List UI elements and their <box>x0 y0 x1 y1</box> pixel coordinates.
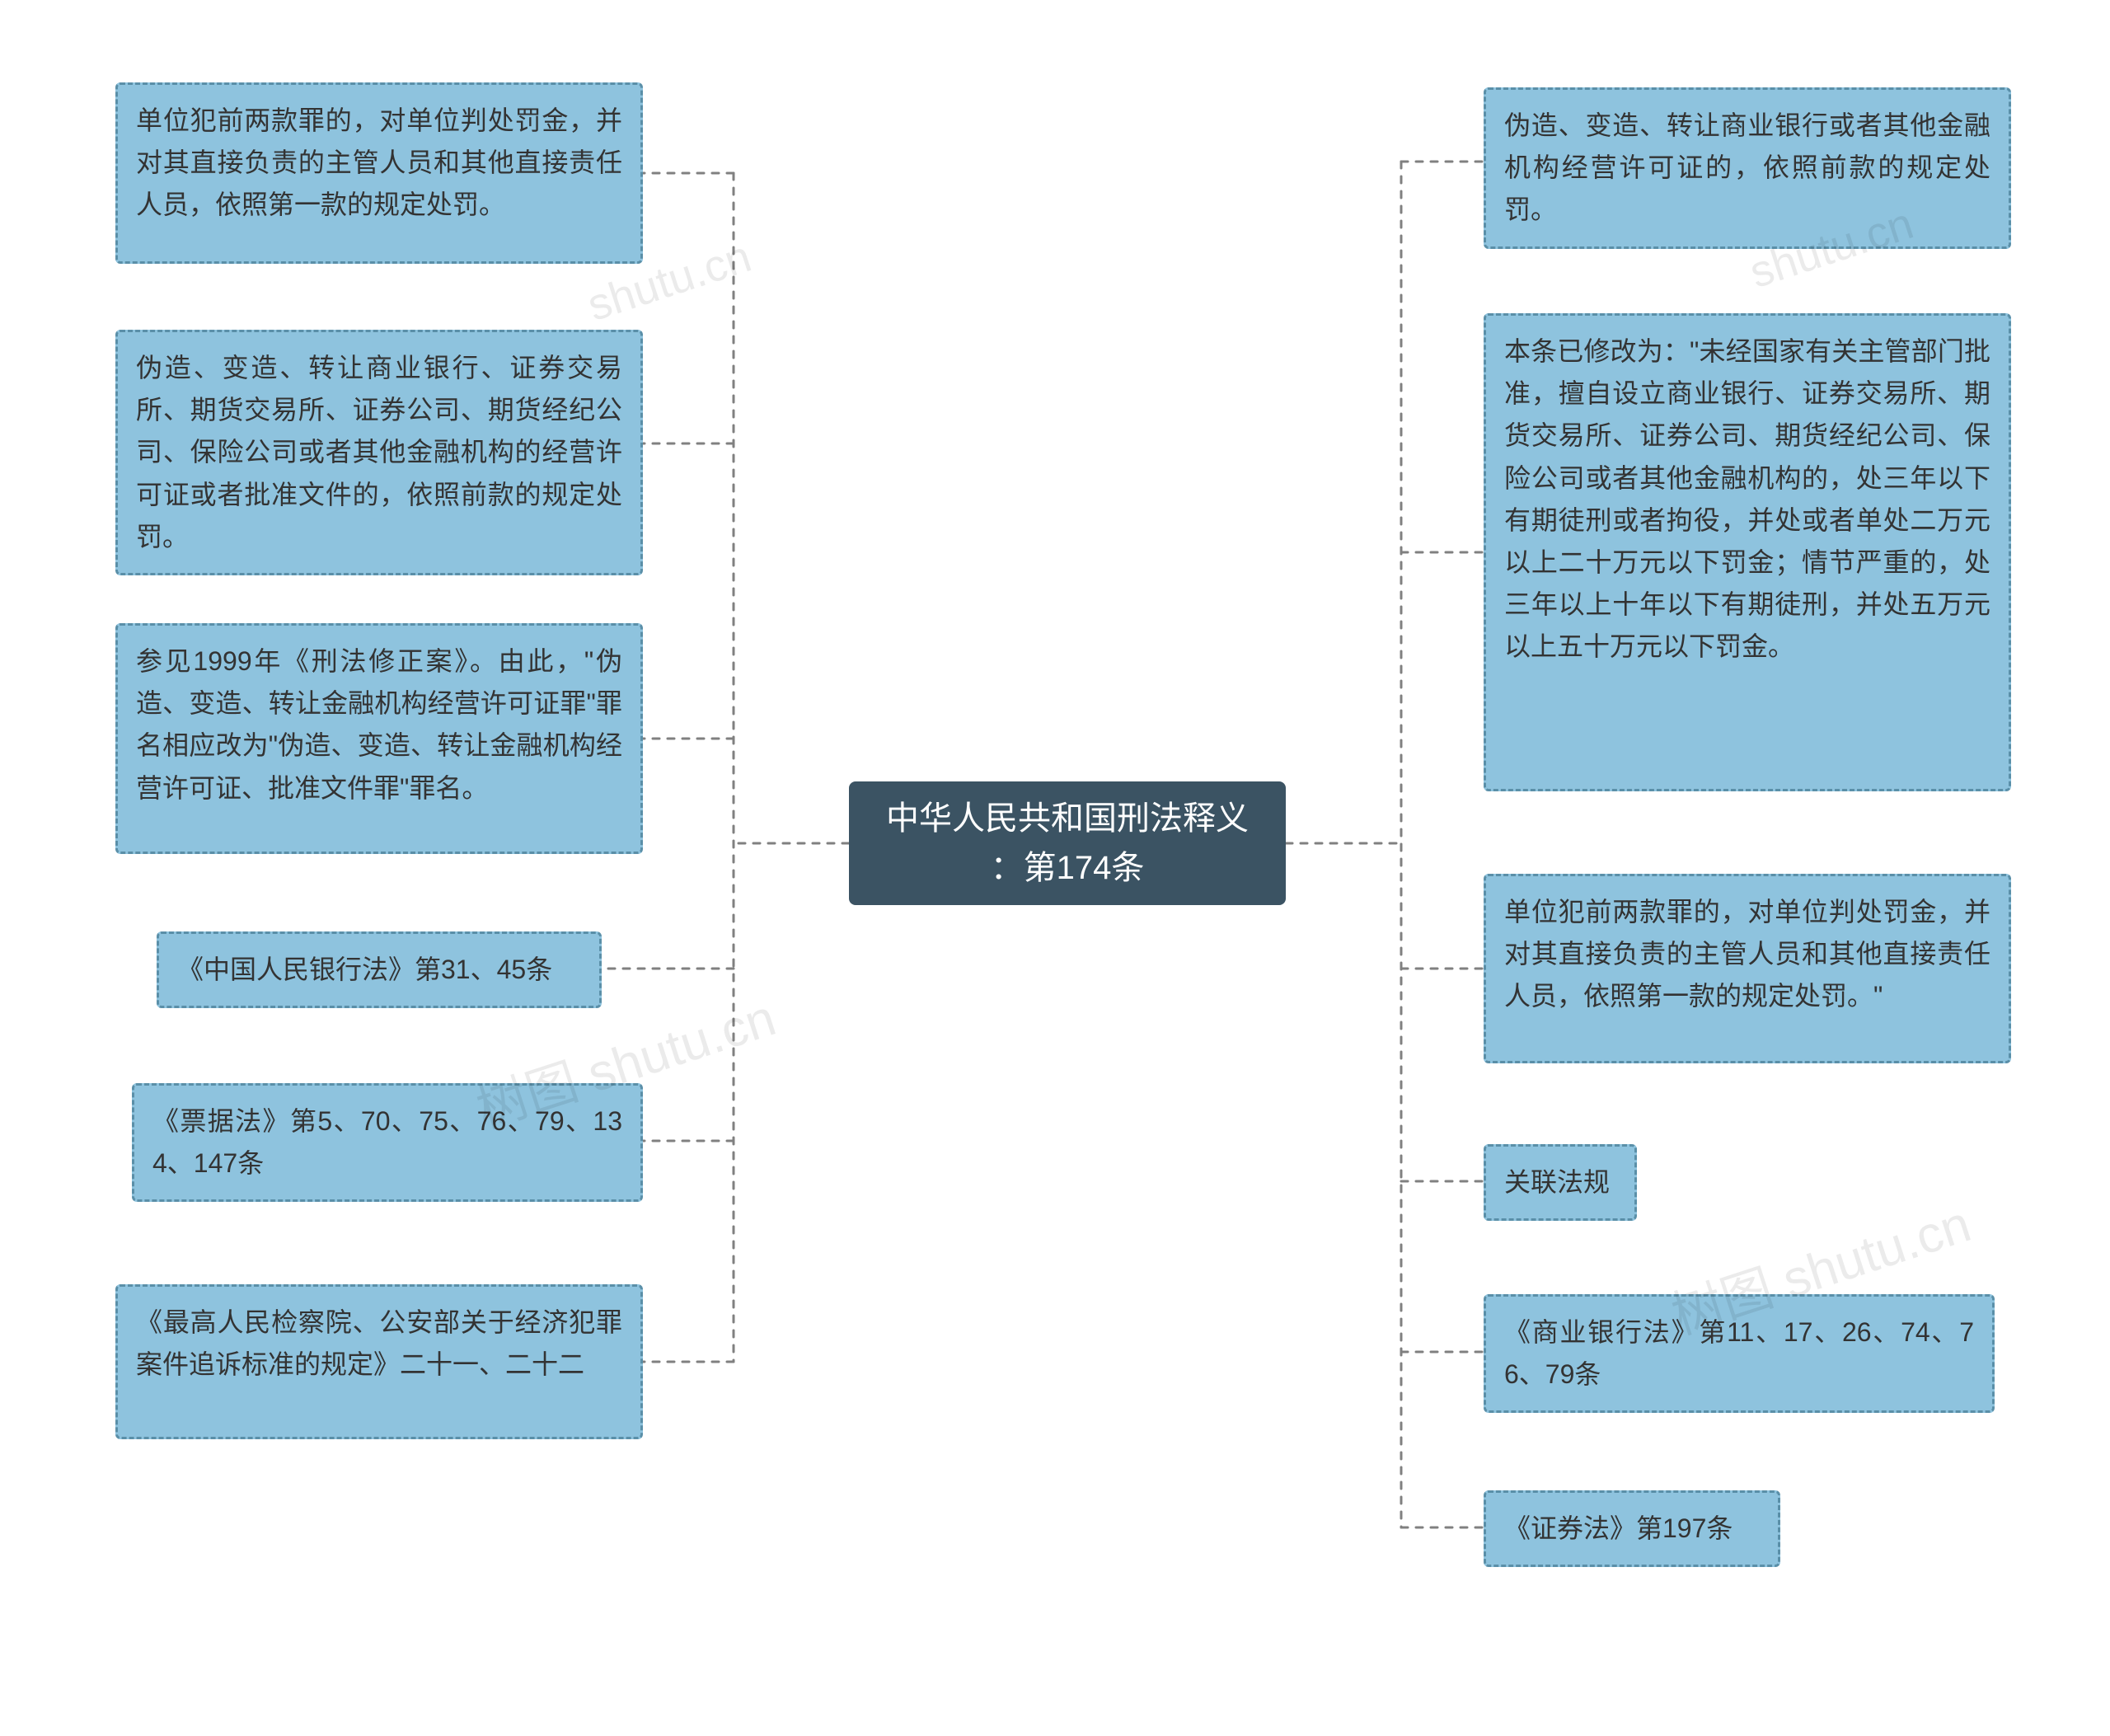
leaf-text: 《中国人民银行法》第31、45条 <box>177 955 552 984</box>
leaf-node: 单位犯前两款罪的，对单位判处罚金，并对其直接负责的主管人员和其他直接责任人员，依… <box>1484 874 2011 1063</box>
leaf-text: 伪造、变造、转让商业银行、证券交易所、期货交易所、证券公司、期货经纪公司、保险公… <box>136 353 622 551</box>
leaf-text: 参见1999年《刑法修正案》。由此，"伪造、变造、转让金融机构经营许可证罪"罪名… <box>136 646 622 803</box>
leaf-text: 《最高人民检察院、公安部关于经济犯罪案件追诉标准的规定》二十一、二十二 <box>136 1307 622 1379</box>
leaf-node: 《最高人民检察院、公安部关于经济犯罪案件追诉标准的规定》二十一、二十二 <box>115 1284 643 1439</box>
leaf-node: 关联法规 <box>1484 1144 1637 1221</box>
mindmap-stage: 中华人民共和国刑法释义 ：第174条 单位犯前两款罪的，对单位判处罚金，并对其直… <box>0 0 2110 1736</box>
leaf-text: 《证券法》第197条 <box>1504 1513 1733 1543</box>
leaf-node: 本条已修改为："未经国家有关主管部门批准，擅自设立商业银行、证券交易所、期货交易… <box>1484 313 2011 791</box>
center-label-2: ：第174条 <box>991 850 1145 886</box>
leaf-node: 伪造、变造、转让商业银行、证券交易所、期货交易所、证券公司、期货经纪公司、保险公… <box>115 330 643 575</box>
leaf-text: 关联法规 <box>1504 1167 1610 1197</box>
leaf-text: 单位犯前两款罪的，对单位判处罚金，并对其直接负责的主管人员和其他直接责任人员，依… <box>136 106 622 219</box>
center-label-1: 中华人民共和国刑法释义 <box>886 800 1249 837</box>
leaf-text: 《票据法》第5、70、75、76、79、134、147条 <box>152 1106 622 1178</box>
leaf-text: 本条已修改为："未经国家有关主管部门批准，擅自设立商业银行、证券交易所、期货交易… <box>1504 336 1990 661</box>
leaf-node: 《商业银行法》第11、17、26、74、76、79条 <box>1484 1294 1995 1413</box>
leaf-node: 单位犯前两款罪的，对单位判处罚金，并对其直接负责的主管人员和其他直接责任人员，依… <box>115 82 643 264</box>
leaf-text: 单位犯前两款罪的，对单位判处罚金，并对其直接负责的主管人员和其他直接责任人员，依… <box>1504 897 1990 1011</box>
center-node: 中华人民共和国刑法释义 ：第174条 <box>849 781 1286 905</box>
leaf-text: 《商业银行法》第11、17、26、74、76、79条 <box>1504 1317 1974 1389</box>
leaf-node: 参见1999年《刑法修正案》。由此，"伪造、变造、转让金融机构经营许可证罪"罪名… <box>115 623 643 854</box>
leaf-node: 《票据法》第5、70、75、76、79、134、147条 <box>132 1083 643 1202</box>
leaf-text: 伪造、变造、转让商业银行或者其他金融机构经营许可证的，依照前款的规定处罚。 <box>1504 110 1990 224</box>
leaf-node: 伪造、变造、转让商业银行或者其他金融机构经营许可证的，依照前款的规定处罚。 <box>1484 87 2011 249</box>
leaf-node: 《证券法》第197条 <box>1484 1490 1780 1567</box>
leaf-node: 《中国人民银行法》第31、45条 <box>157 931 602 1008</box>
